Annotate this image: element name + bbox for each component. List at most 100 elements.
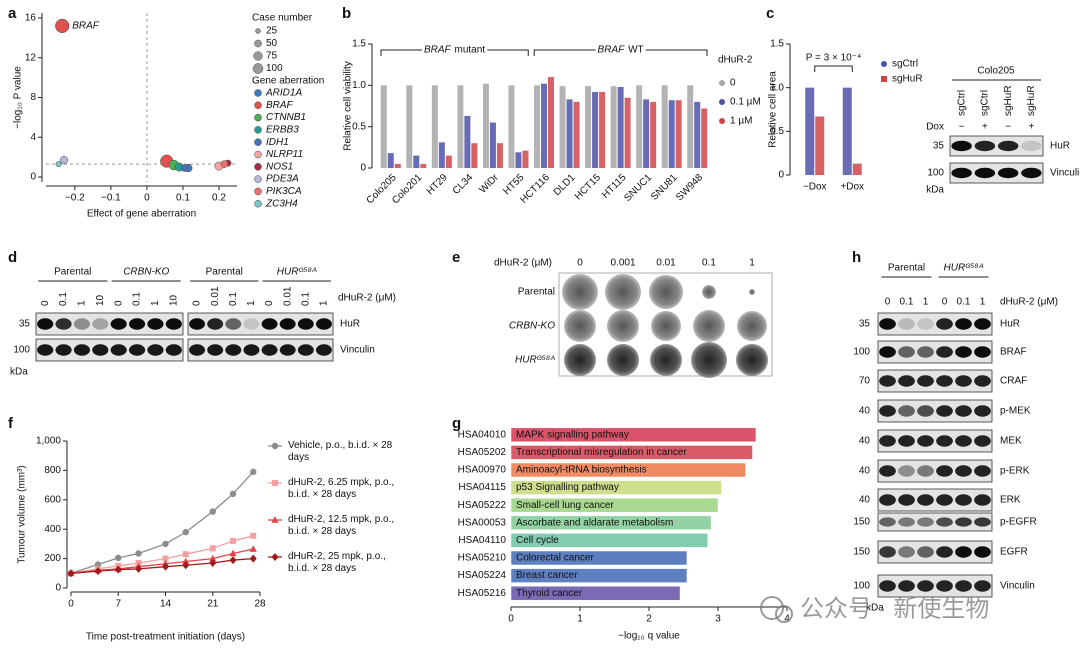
annotation: P = 3 × 10⁻⁴ (806, 53, 862, 64)
legend-title: Gene aberration (252, 76, 324, 87)
legend-title: Case number (252, 13, 313, 24)
protein-name: p-ERK (1000, 466, 1030, 477)
line-marker (162, 555, 169, 562)
condition-sign: − (959, 122, 965, 133)
blot-band (974, 375, 991, 387)
lane-label: 0.1 (132, 292, 143, 306)
bar (406, 85, 413, 168)
lane-label: sgCtrl (980, 90, 991, 116)
y-tick-label: HSA00970 (458, 465, 507, 476)
legend-label: ERBB3 (266, 125, 299, 136)
bar (380, 85, 387, 168)
x-tick-label: +Dox (840, 182, 864, 193)
blot-band (879, 346, 896, 358)
blot-band (974, 318, 991, 330)
marker-size: 35 (859, 319, 871, 330)
bar (482, 83, 489, 168)
y-tick-label: 200 (44, 553, 61, 564)
lane-label: 0 (942, 297, 948, 308)
watermark: 公众号 · 新使生物 (800, 595, 989, 622)
bar (510, 427, 757, 443)
legend-marker (719, 118, 725, 124)
marker-size: 100 (927, 168, 944, 179)
y-axis-label: −log₁₀ P value (13, 66, 24, 129)
group-label-bg (421, 44, 488, 56)
legend-label: sgHuR (892, 74, 923, 85)
line-marker (94, 567, 102, 576)
lane-label: 0.01 (210, 286, 221, 306)
colony (737, 311, 767, 341)
legend-marker (254, 150, 262, 159)
legend-label: ARID1A (265, 88, 302, 99)
group-label: mutant (454, 45, 485, 56)
row-label: Parental (518, 287, 555, 298)
x-tick-label: 1 (577, 614, 583, 625)
blot-band (974, 465, 991, 477)
blot-band (189, 318, 206, 330)
marker-size: 150 (853, 547, 870, 558)
bar-label: Small-cell lung cancer (516, 500, 614, 511)
blot-band (879, 494, 896, 506)
blot-band (73, 318, 91, 330)
x-tick-label: HCT116 (518, 172, 552, 206)
colony (564, 344, 596, 376)
bar (510, 480, 722, 495)
bar (464, 115, 471, 168)
panel-label: g (452, 415, 461, 432)
blot-band (955, 465, 972, 477)
unit: kDa (866, 603, 884, 614)
bar (610, 86, 617, 168)
bar-label: Transcriptional misregulation in cancer (516, 447, 687, 458)
y-tick-label: 400 (44, 524, 61, 535)
colony (564, 310, 596, 342)
blot-band (936, 375, 953, 387)
x-tick-label: SNU81 (649, 172, 680, 203)
colony (562, 274, 598, 310)
lane-label: 1 (319, 300, 330, 306)
bar (599, 91, 606, 168)
blot-band (997, 140, 1019, 152)
y-tick-label: 0 (360, 163, 366, 174)
legend-label: dHuR-2, 6.25 mpk, p.o., b.i.d. × 28 days (288, 477, 395, 500)
bar (559, 86, 566, 168)
lane-label: sgHuR (1026, 85, 1037, 116)
blot-band (225, 318, 242, 330)
x-tick-label: 7 (115, 599, 121, 610)
y-tick-label: 0 (55, 583, 61, 594)
blot-band (147, 318, 164, 330)
blot-band (955, 375, 972, 387)
blot-band (898, 346, 915, 358)
lane-label: 0.1 (58, 292, 69, 306)
blot-band (951, 140, 972, 152)
legend-label: ZC3H4 (265, 198, 298, 209)
legend-marker (254, 101, 262, 110)
scatter-point (220, 160, 229, 168)
panel-label: b (342, 5, 351, 22)
blot-band (974, 346, 991, 358)
lane-label: 10 (95, 294, 106, 306)
condition-sign: + (1028, 122, 1034, 133)
x-tick-label: CL34 (451, 172, 476, 197)
lane-label: 0 (192, 300, 203, 306)
bar (643, 99, 650, 168)
bar (471, 143, 478, 168)
y-tick-label: 0.5 (352, 121, 366, 132)
legend-label: Vehicle, p.o., b.i.d. × 28 days (288, 440, 393, 463)
blot-band (936, 494, 953, 506)
blot-band (879, 546, 896, 558)
blot-box (949, 135, 1044, 157)
size-legend-label: 50 (266, 38, 278, 49)
blot-band (110, 344, 127, 356)
y-tick-label: 0 (30, 172, 36, 183)
colony (605, 274, 641, 310)
blot-band (261, 318, 278, 330)
legend-label: sgCtrl (892, 59, 918, 70)
y-tick-label: 4 (30, 132, 36, 143)
blot-band (92, 318, 109, 330)
blot-band (165, 344, 182, 356)
blot-band (879, 318, 896, 330)
bar-label: Thyroid cancer (516, 588, 583, 599)
blot-band (879, 517, 896, 527)
